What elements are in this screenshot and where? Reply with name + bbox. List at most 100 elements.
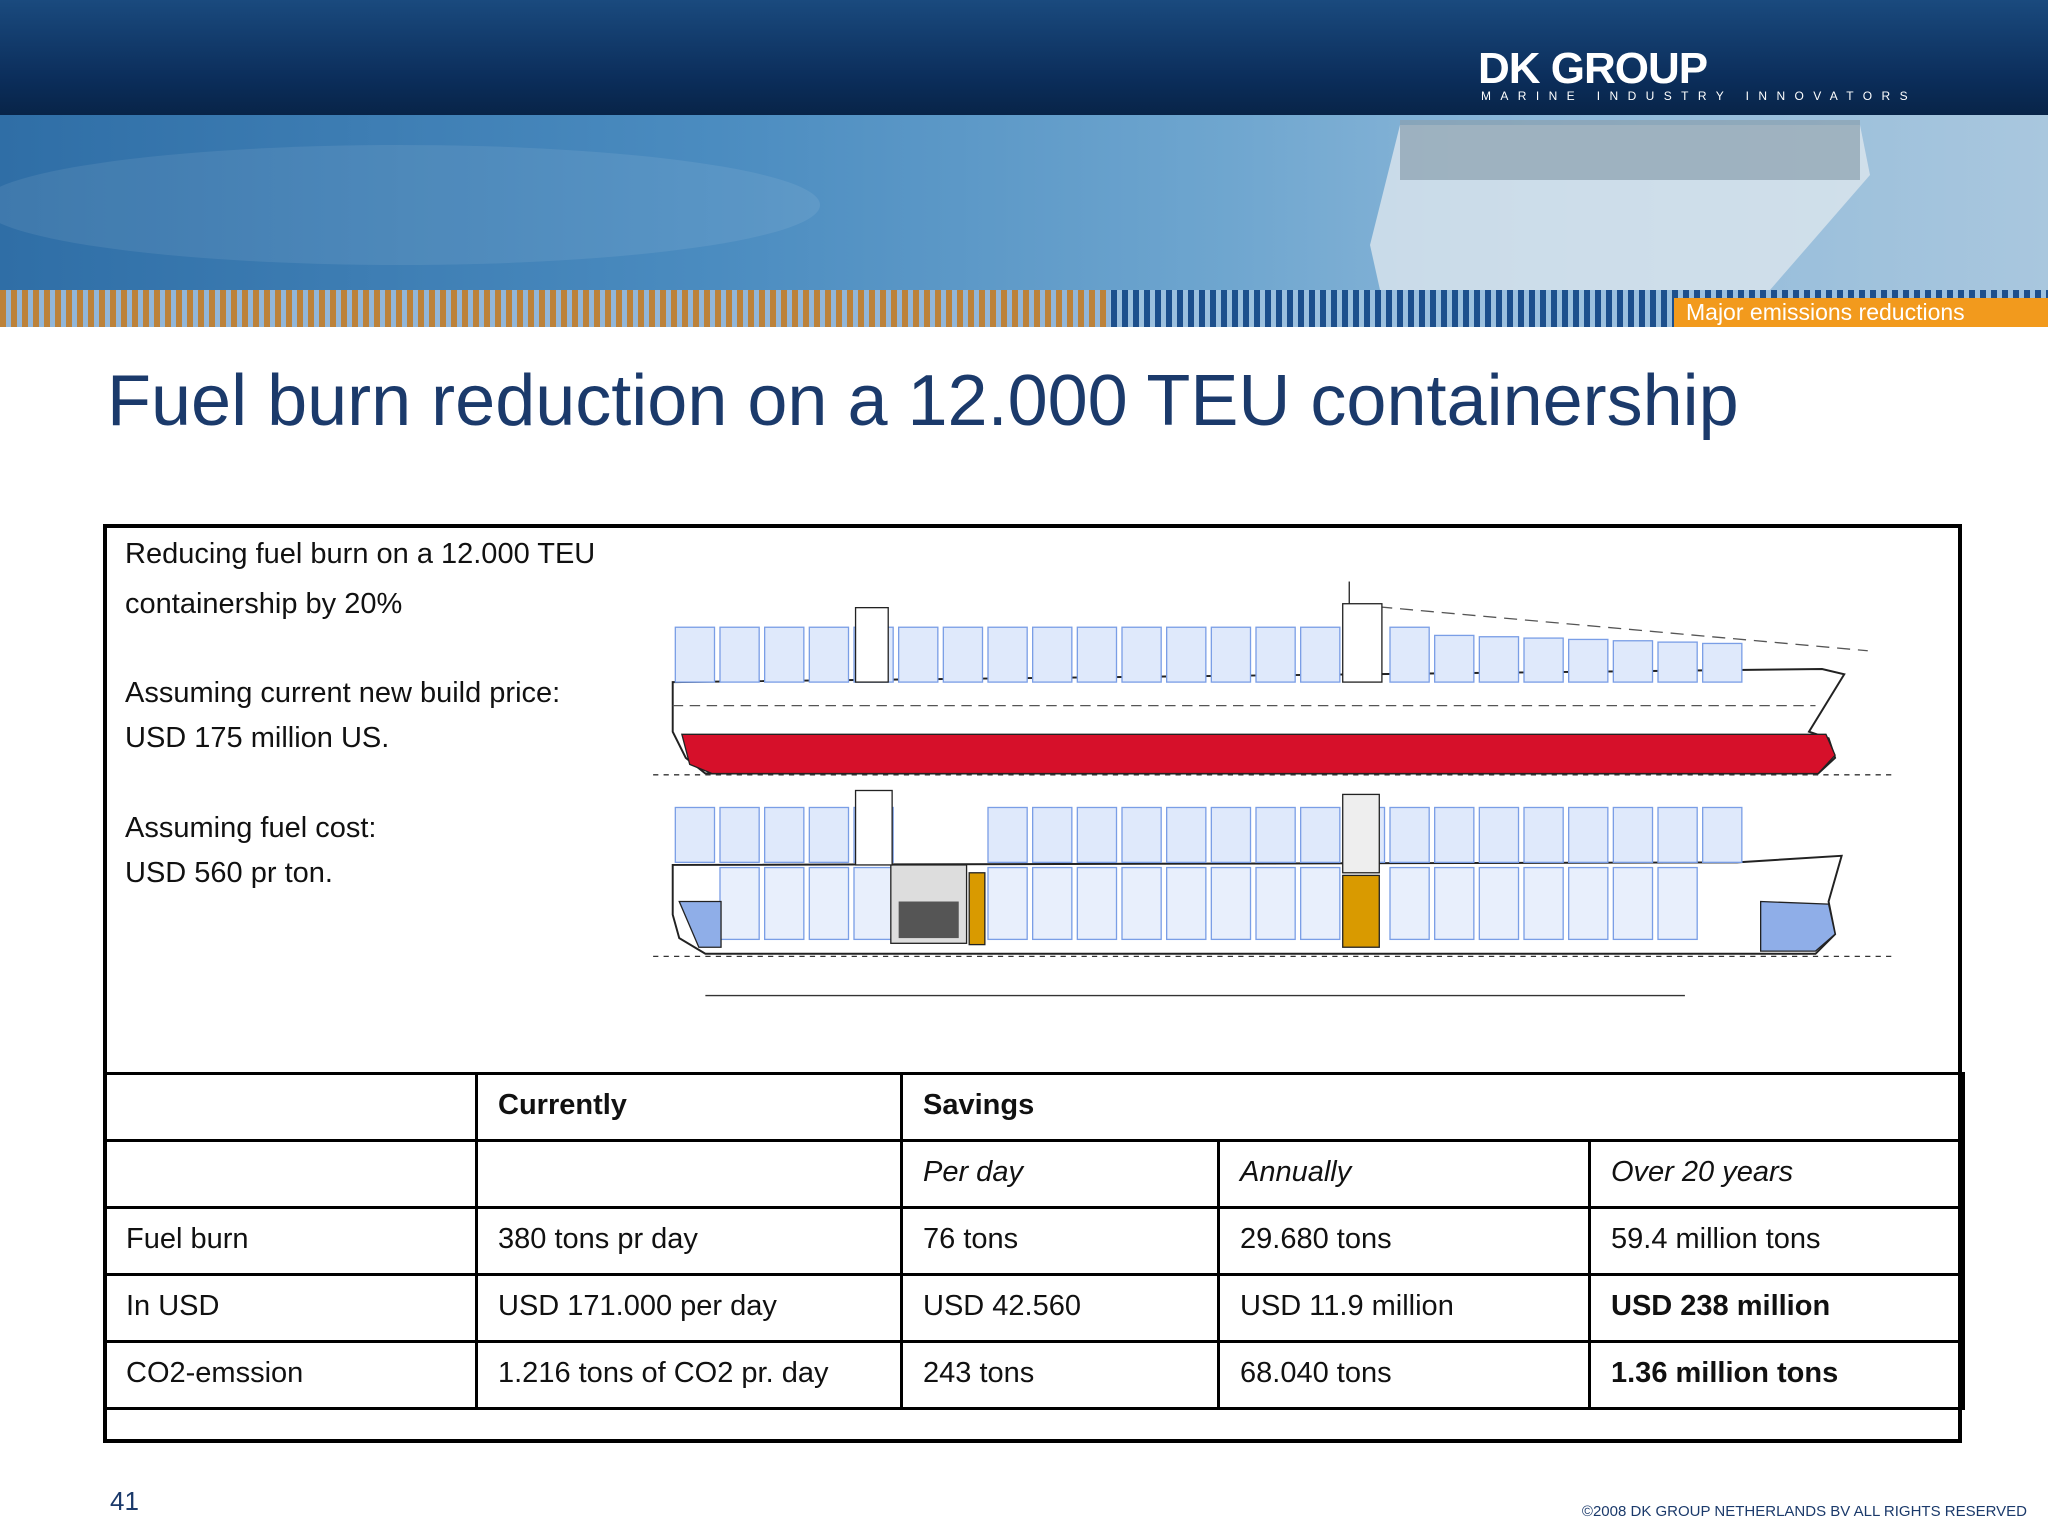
container-stack [808, 626, 850, 683]
table-cell: 380 tons pr day [475, 1206, 903, 1276]
hold-stack [1300, 866, 1341, 941]
container-stack [1210, 806, 1252, 863]
container-stack [719, 626, 760, 683]
container-stack [987, 626, 1028, 683]
hold-stack [764, 866, 805, 941]
container-stack [1568, 806, 1609, 863]
container-stack [1255, 806, 1296, 863]
container-stack [1702, 642, 1743, 683]
container-stack [1523, 637, 1564, 683]
table-cell: 68.040 tons [1217, 1340, 1591, 1410]
table-header: Currently [475, 1072, 903, 1142]
container-stack [1702, 806, 1743, 863]
row-label: Fuel burn [103, 1206, 478, 1276]
slide-title: Fuel burn reduction on a 12.000 TEU cont… [107, 361, 1739, 441]
container-stack [1032, 626, 1073, 683]
tank [968, 872, 986, 946]
content-box [103, 524, 1962, 1443]
hold-stack [1389, 866, 1430, 941]
intro-text: USD 560 pr ton. [125, 857, 333, 889]
hold-stack [987, 866, 1028, 941]
engine [898, 901, 959, 939]
intro-text: Assuming current new build price: [125, 677, 561, 709]
container-stack [1434, 634, 1475, 683]
table-cell [103, 1139, 478, 1209]
container-stack [942, 626, 984, 683]
stern-tank [678, 900, 722, 948]
ship-parts [653, 581, 1894, 997]
hold-stack [1255, 866, 1296, 941]
table-cell: 29.680 tons [1217, 1206, 1591, 1276]
container-stack [898, 626, 939, 683]
table-cell: 1.216 tons of CO2 pr. day [475, 1340, 903, 1410]
table-subheader: Over 20 years [1587, 1139, 1966, 1209]
container-stack [764, 806, 805, 863]
banner-art [0, 120, 1870, 290]
container-stack [1300, 626, 1341, 683]
container-stack [1523, 806, 1564, 863]
superstructure [1342, 793, 1380, 874]
table-cell: USD 42.560 [900, 1273, 1220, 1343]
container-stack [1389, 626, 1430, 683]
container-stack [1255, 626, 1296, 683]
table-cell [475, 1139, 903, 1209]
hold-stack [1121, 866, 1162, 941]
banner-image [0, 115, 2048, 290]
banner-haze [0, 145, 820, 265]
container-stack [1076, 626, 1118, 683]
container-stack [1478, 806, 1520, 863]
banner-containers [1400, 120, 1860, 180]
table-cell: USD 171.000 per day [475, 1273, 903, 1343]
savings-table: Currently Savings Per day Annually Over … [103, 1072, 1966, 1410]
bow-tank [1760, 900, 1836, 952]
table-row: Currently Savings [103, 1072, 1966, 1142]
table-subheader: Annually [1217, 1139, 1591, 1209]
table-cell: USD 238 million [1587, 1273, 1966, 1343]
hold-stack [1478, 866, 1520, 941]
hull-red [681, 733, 1836, 775]
container-stack [1210, 626, 1252, 683]
hold-stack [808, 866, 850, 941]
table-row: CO2-emssion 1.216 tons of CO2 pr. day 243 … [103, 1340, 1966, 1410]
hold-stack [1210, 866, 1252, 941]
container-stack [1434, 806, 1475, 863]
container-stack [1568, 638, 1609, 683]
container-stack [1166, 806, 1207, 863]
hold-stack [1523, 866, 1564, 941]
container-stack [1121, 626, 1162, 683]
container-stack [1657, 806, 1698, 863]
table-cell: USD 11.9 million [1217, 1273, 1591, 1343]
container-stack [1076, 806, 1118, 863]
intro-heading: Reducing fuel burn on a 12.000 TEU [125, 538, 596, 570]
container-stack [987, 806, 1028, 863]
container-stack [719, 806, 760, 863]
hold-stack [1568, 866, 1609, 941]
container-stack [1612, 640, 1654, 683]
hold-stack [1076, 866, 1118, 941]
table-header: Savings [899, 1072, 1966, 1142]
intro-text: USD 175 million US. [125, 722, 390, 754]
intro-heading: containership by 20% [125, 588, 403, 620]
table-row: Per day Annually Over 20 years [103, 1139, 1966, 1209]
bridge [854, 789, 893, 866]
banner-stripe [0, 290, 1110, 327]
table-cell: 59.4 million tons [1587, 1206, 1966, 1276]
tagline: MARINE INDUSTRY INNOVATORS [1481, 89, 1917, 103]
hold-stack [1612, 866, 1654, 941]
copyright: ©2008 DK GROUP NETHERLANDS BV ALL RIGHTS… [1581, 1503, 2027, 1520]
intro-text: Assuming fuel cost: [125, 812, 377, 844]
container-stack [808, 806, 850, 863]
tank [1342, 874, 1380, 948]
container-stack [1300, 806, 1341, 863]
ship-drawing [653, 581, 1894, 997]
container-stack [1389, 806, 1430, 863]
container-stack [674, 806, 716, 863]
hold-stack [1032, 866, 1073, 941]
row-label: CO2-emssion [103, 1340, 478, 1410]
table-cell: 76 tons [900, 1206, 1220, 1276]
page-number: 41 [110, 1486, 139, 1516]
table-cell [103, 1072, 478, 1142]
superstructure [1342, 603, 1383, 683]
table-row: Fuel burn 380 tons pr day 76 tons 29.680 to… [103, 1206, 1966, 1276]
container-stack [764, 626, 805, 683]
